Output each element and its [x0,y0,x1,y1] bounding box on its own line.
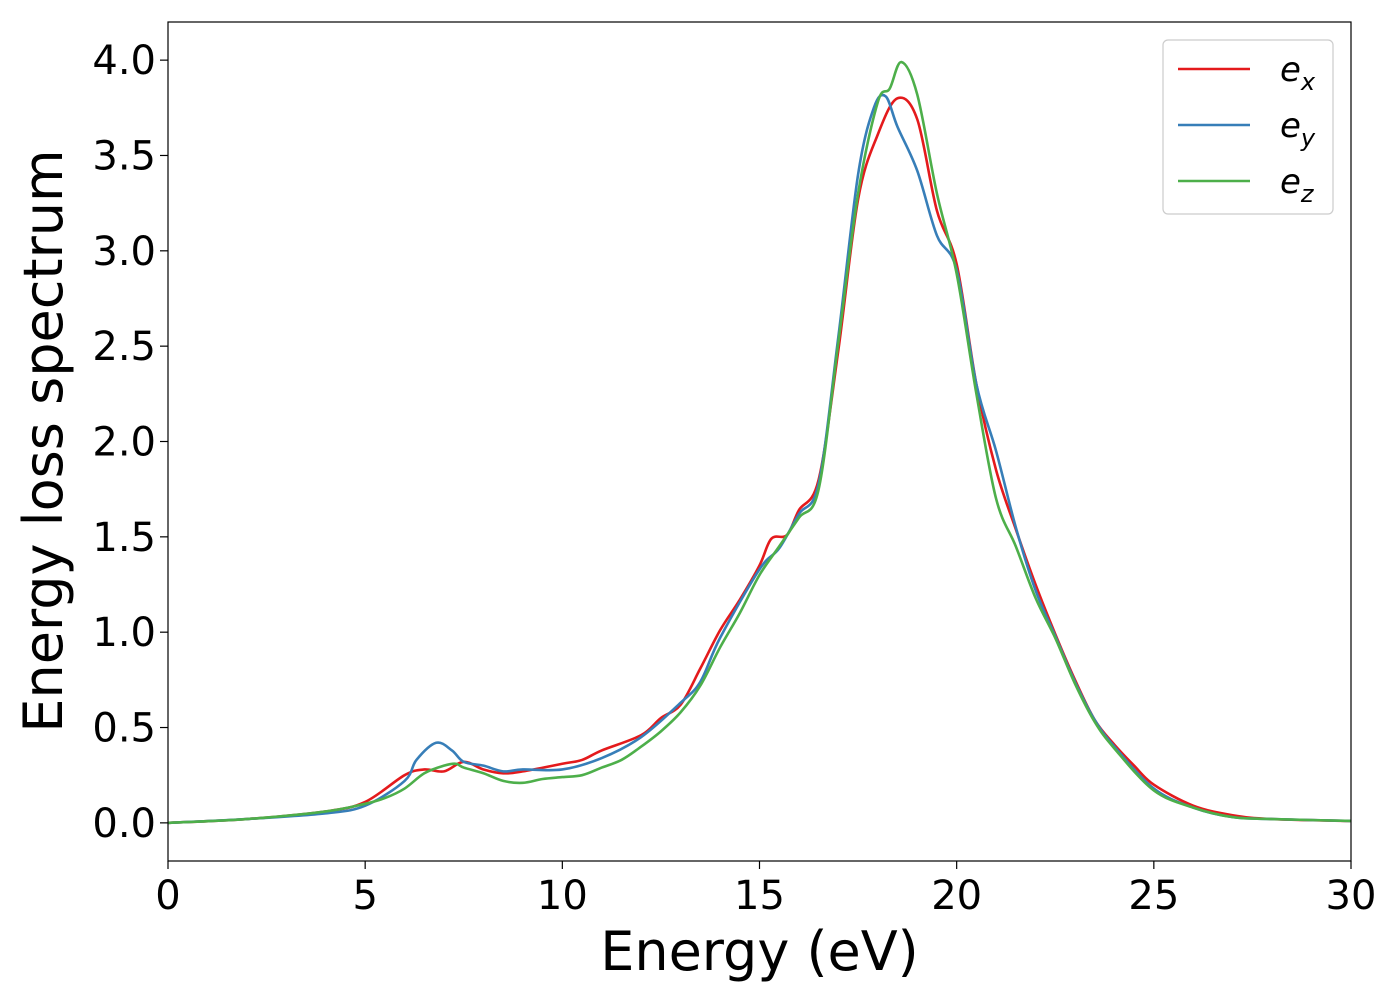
legend-frame [1162,39,1334,215]
y-tick-label: 3.0 [92,229,156,275]
x-tick-label: 30 [1326,873,1377,919]
x-tick-label: 20 [931,873,982,919]
y-tick-label: 2.5 [92,324,156,370]
y-tick-label: 1.0 [92,610,156,656]
y-tick-label: 0.0 [92,801,156,847]
y-tick-label: 2.0 [92,420,156,466]
series-line-e-z [167,60,1352,825]
x-axis-label: Energy (eV) [600,920,919,983]
legend-label-e-z: ez [1280,162,1315,208]
y-axis-label: Energy loss spectrum [12,149,75,732]
plot-frame [167,21,1352,862]
x-tick-label: 15 [734,873,785,919]
x-tick-label: 25 [1128,873,1179,919]
y-tick-label: 3.5 [92,133,156,179]
y-tick-label: 4.0 [92,38,156,84]
x-tick-label: 5 [352,873,377,919]
x-tick-label: 10 [537,873,588,919]
y-axis-ticks: 0.0 0.5 1.0 1.5 2.0 2.5 3.0 3.5 4.0 [92,38,168,847]
x-tick-label: 0 [155,873,180,919]
y-tick-label: 1.5 [92,515,156,561]
series-lines [167,60,1352,825]
legend-label-e-x: ex [1280,50,1316,96]
legend-label-e-y: ey [1280,106,1316,152]
legend: ex ey ez [1162,39,1334,215]
x-axis-ticks: 0 5 10 15 20 25 30 [155,861,1376,919]
y-tick-label: 0.5 [92,706,156,752]
